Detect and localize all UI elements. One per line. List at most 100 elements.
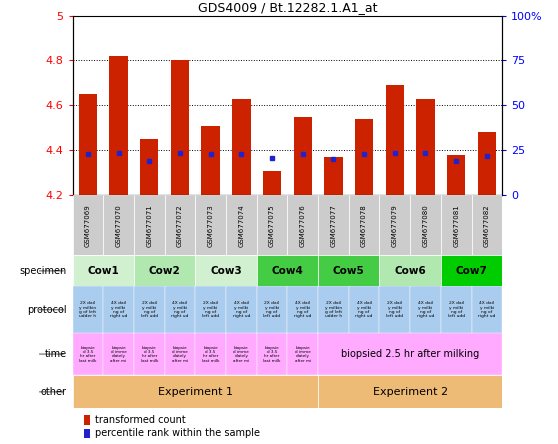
Text: time: time [45,349,67,359]
Bar [441,195,472,255]
Bar [195,195,226,255]
Bar [232,99,251,195]
Bar [379,286,410,333]
Text: GSM677082: GSM677082 [484,204,490,247]
Bar [195,255,257,286]
Text: 4X dail
y milki
ng of
right ud: 4X dail y milki ng of right ud [355,301,373,318]
Title: GDS4009 / Bt.12282.1.A1_at: GDS4009 / Bt.12282.1.A1_at [198,1,377,14]
Text: biopsie
d 3.5
hr after
last milk: biopsie d 3.5 hr after last milk [79,345,97,363]
Bar [355,119,373,195]
Text: GSM677081: GSM677081 [453,204,459,247]
Bar [226,333,257,375]
Text: Experiment 1: Experiment 1 [158,387,233,397]
Bar [257,255,318,286]
Bar [171,60,189,195]
Text: GSM677070: GSM677070 [116,204,122,247]
Text: GSM677074: GSM677074 [238,204,244,247]
Bar [134,255,195,286]
Text: percentile rank within the sample: percentile rank within the sample [95,428,260,439]
Text: Cow4: Cow4 [271,266,304,276]
Bar [73,375,318,408]
Bar [195,333,226,375]
Bar [441,286,472,333]
Text: GSM677076: GSM677076 [300,204,306,247]
Text: Cow3: Cow3 [210,266,242,276]
Bar [257,333,287,375]
Bar [349,286,379,333]
Bar [318,375,502,408]
Bar [263,170,281,195]
Bar [410,286,441,333]
Bar [287,333,318,375]
Bar [195,286,226,333]
Text: GSM677069: GSM677069 [85,204,91,247]
Bar [349,195,379,255]
Text: biopsie
d 3.5
hr after
last milk: biopsie d 3.5 hr after last milk [141,345,158,363]
Text: GSM677079: GSM677079 [392,204,398,247]
Bar [441,255,502,286]
Text: GSM677071: GSM677071 [146,204,152,247]
Bar [73,333,103,375]
Text: GSM677075: GSM677075 [269,204,275,247]
Bar [287,195,318,255]
Text: 4X dail
y milki
ng of
right ud: 4X dail y milki ng of right ud [294,301,311,318]
Text: GSM677078: GSM677078 [361,204,367,247]
Text: Experiment 2: Experiment 2 [373,387,448,397]
Text: 4X dail
y milki
ng of
right ud: 4X dail y milki ng of right ud [110,301,127,318]
Text: GSM677072: GSM677072 [177,204,183,247]
Text: GSM677077: GSM677077 [330,204,336,247]
Text: transformed count: transformed count [95,415,186,425]
Text: GSM677080: GSM677080 [422,204,429,247]
Text: 4X dail
y milki
ng of
right ud: 4X dail y milki ng of right ud [171,301,189,318]
Text: specimen: specimen [20,266,67,276]
Bar [318,255,379,286]
Text: 2X dail
y milkin
g of left
udder h: 2X dail y milkin g of left udder h [79,301,97,318]
Bar [73,195,103,255]
Bar [134,195,165,255]
Text: biopsie
d 3.5
hr after
last milk: biopsie d 3.5 hr after last milk [263,345,281,363]
Bar [109,56,128,195]
Text: 2X dail
y milki
ng of
left udd: 2X dail y milki ng of left udd [141,301,158,318]
Text: 4X dail
y milki
ng of
right ud: 4X dail y milki ng of right ud [478,301,496,318]
Bar [257,286,287,333]
Text: Cow2: Cow2 [149,266,180,276]
Bar [134,333,165,375]
Bar [226,195,257,255]
Text: biopsie
d imme
diately
after mi: biopsie d imme diately after mi [295,345,311,363]
Text: 2X dail
y milkin
g of left
udder h: 2X dail y milkin g of left udder h [325,301,342,318]
Text: Cow7: Cow7 [455,266,488,276]
Text: 4X dail
y milki
ng of
right ud: 4X dail y milki ng of right ud [417,301,434,318]
Bar [73,286,103,333]
Text: other: other [41,387,67,397]
Text: biopsie
d imme
diately
after mi: biopsie d imme diately after mi [110,345,127,363]
Bar [416,99,435,195]
Text: GSM677073: GSM677073 [208,204,214,247]
Bar [165,333,195,375]
Bar [410,195,441,255]
Bar [103,333,134,375]
Text: 2X dail
y milki
ng of
left udd: 2X dail y milki ng of left udd [386,301,403,318]
Bar [140,139,158,195]
Text: biopsied 2.5 hr after milking: biopsied 2.5 hr after milking [341,349,479,359]
Bar [134,286,165,333]
Bar [379,255,441,286]
Bar [79,94,97,195]
Bar [472,286,502,333]
Text: 4X dail
y milki
ng of
right ud: 4X dail y milki ng of right ud [233,301,250,318]
Text: biopsie
d 3.5
hr after
last milk: biopsie d 3.5 hr after last milk [202,345,219,363]
Bar [478,132,496,195]
Bar [318,333,502,375]
Bar [324,157,343,195]
Bar [103,195,134,255]
Bar [318,286,349,333]
Bar [447,155,465,195]
Bar [201,126,220,195]
Bar [226,286,257,333]
Text: Cow6: Cow6 [395,266,426,276]
Bar [294,117,312,195]
Text: biopsie
d imme
diately
after mi: biopsie d imme diately after mi [233,345,249,363]
Bar [379,195,410,255]
Text: 2X dail
y milki
ng of
left udd: 2X dail y milki ng of left udd [202,301,219,318]
Text: 2X dail
y milki
ng of
left udd: 2X dail y milki ng of left udd [263,301,281,318]
Bar [287,286,318,333]
